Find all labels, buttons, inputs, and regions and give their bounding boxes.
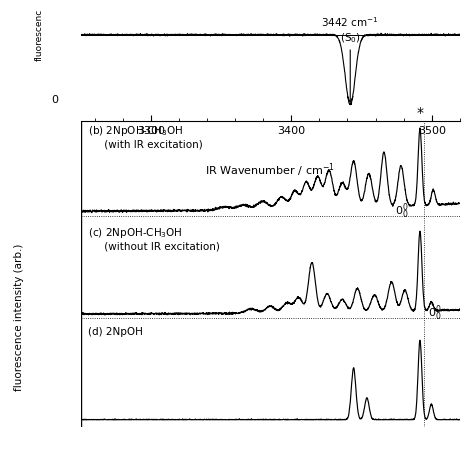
Text: 0: 0 <box>51 95 58 105</box>
Text: fluorescenc: fluorescenc <box>35 9 44 61</box>
Text: *: * <box>417 106 423 120</box>
Text: fluorescence intensity (arb.): fluorescence intensity (arb.) <box>14 244 24 391</box>
Text: (d) 2NpOH: (d) 2NpOH <box>88 327 143 337</box>
Text: $0^0_0$: $0^0_0$ <box>428 303 441 323</box>
X-axis label: IR Wavenumber / cm$^{-1}$: IR Wavenumber / cm$^{-1}$ <box>205 162 335 179</box>
Text: (c) 2NpOH-CH$_3$OH
     (without IR excitation): (c) 2NpOH-CH$_3$OH (without IR excitatio… <box>88 226 220 252</box>
Text: 3442 cm$^{-1}$
(S$_0$): 3442 cm$^{-1}$ (S$_0$) <box>321 15 379 45</box>
Text: (b) 2NpOH-CH$_3$OH
     (with IR excitation): (b) 2NpOH-CH$_3$OH (with IR excitation) <box>88 124 203 150</box>
Text: $0^0_0$: $0^0_0$ <box>395 201 409 221</box>
